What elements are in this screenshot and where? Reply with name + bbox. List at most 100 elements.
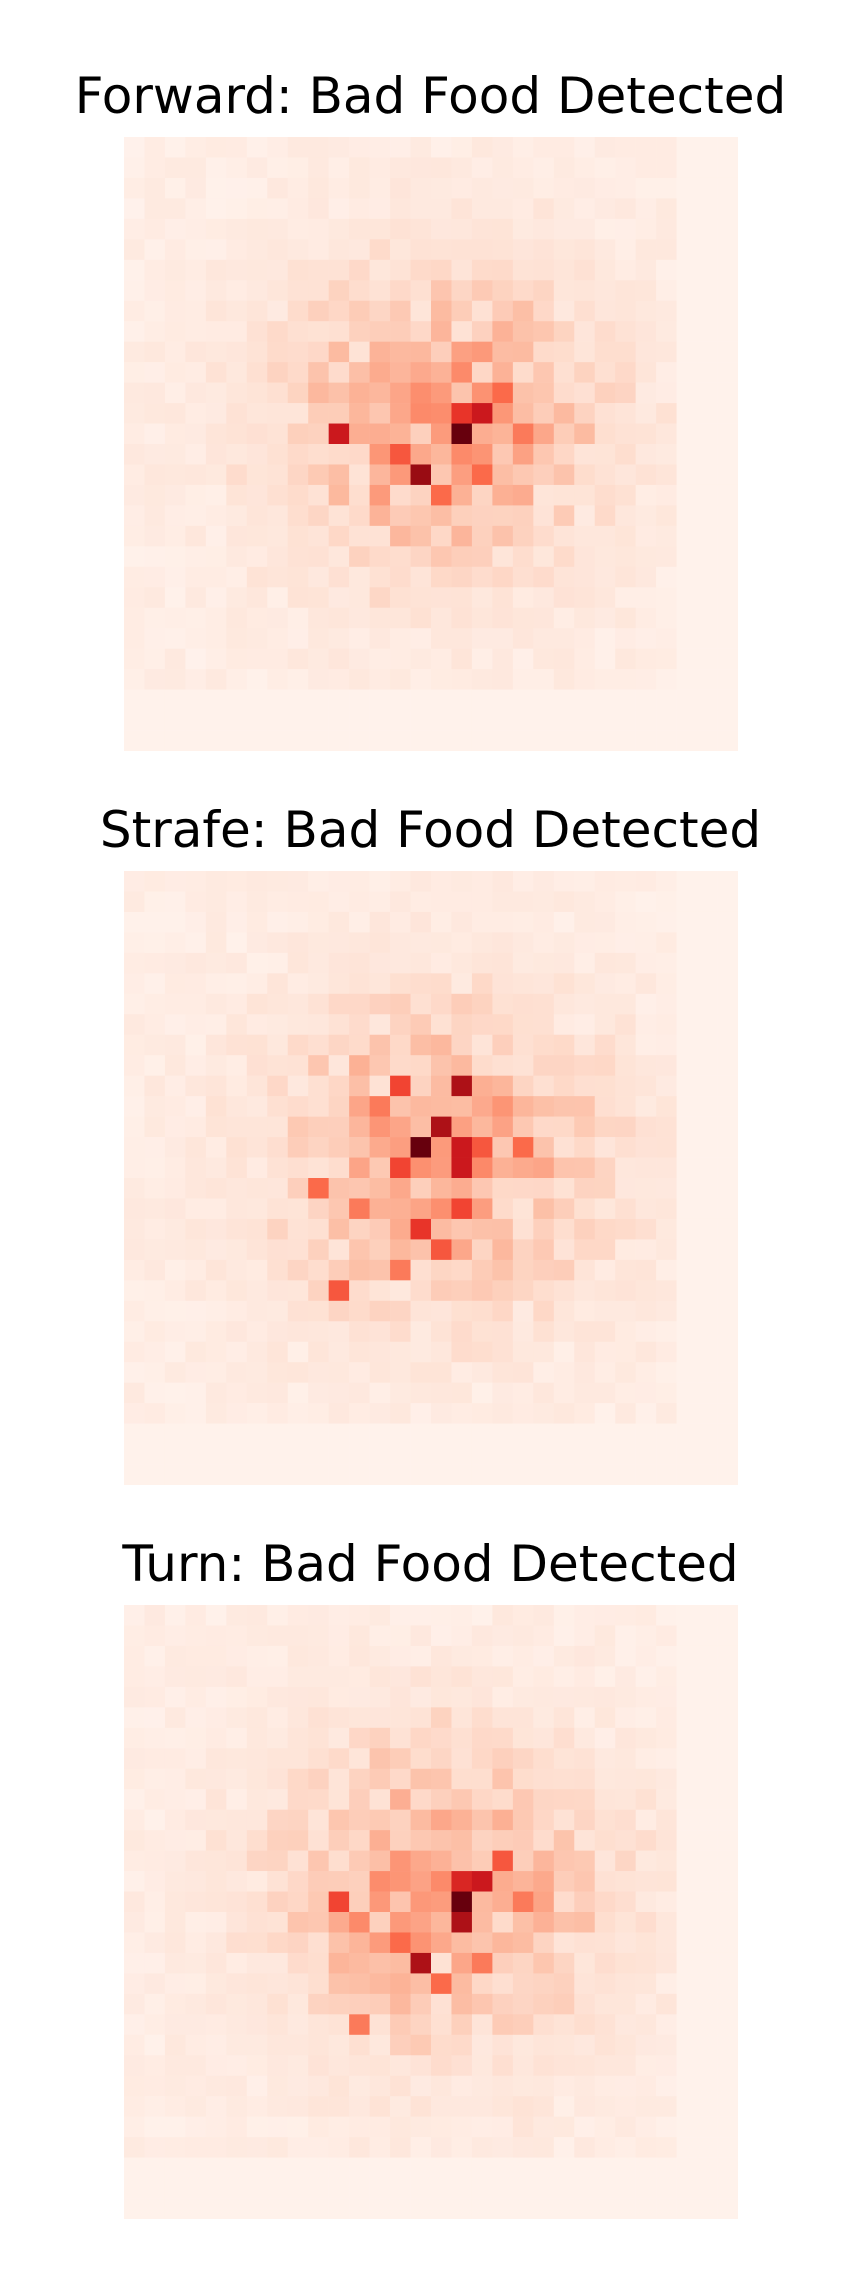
heatmap-cell xyxy=(492,321,514,342)
heatmap-cell xyxy=(676,587,698,609)
heatmap-cell xyxy=(431,871,452,892)
heatmap-cell xyxy=(471,1932,493,1954)
heatmap-cell xyxy=(717,137,738,158)
heatmap-cell xyxy=(676,2055,698,2077)
heatmap-cell xyxy=(205,403,227,424)
heatmap-cell xyxy=(328,362,350,383)
heatmap-cell xyxy=(226,2014,248,2036)
heatmap-cell xyxy=(164,1912,186,1933)
heatmap-cell xyxy=(431,1423,452,1445)
heatmap-cell xyxy=(328,2116,350,2138)
heatmap-cell xyxy=(287,1341,309,1363)
heatmap-cell xyxy=(697,628,718,649)
heatmap-cell xyxy=(471,1850,493,1872)
heatmap-cell xyxy=(328,546,350,568)
heatmap-cell xyxy=(676,1891,698,1913)
heatmap-cell xyxy=(656,444,677,465)
heatmap-cell xyxy=(594,1096,616,1117)
heatmap-cell xyxy=(697,1464,718,1485)
heatmap-cell xyxy=(676,1768,698,1790)
heatmap-cell xyxy=(369,1198,391,1220)
heatmap-cell xyxy=(676,177,698,199)
heatmap-cell xyxy=(431,952,452,974)
heatmap-cell xyxy=(574,300,596,322)
heatmap-cell xyxy=(390,1464,411,1485)
heatmap-cell xyxy=(594,2178,616,2199)
heatmap-cell xyxy=(553,218,575,240)
heatmap-cell xyxy=(267,2055,289,2077)
heatmap-cell xyxy=(656,871,677,892)
heatmap-cell xyxy=(635,218,657,240)
heatmap-cell xyxy=(492,1850,514,1872)
heatmap-cell xyxy=(492,932,514,954)
heatmap-cell xyxy=(185,669,207,690)
heatmap-cell xyxy=(287,1850,309,1872)
heatmap-cell xyxy=(656,464,677,486)
heatmap-cell xyxy=(697,648,718,670)
heatmap-cell xyxy=(697,1423,718,1445)
heatmap-cell xyxy=(390,1239,411,1261)
heatmap-cell xyxy=(369,1055,391,1076)
heatmap-cell xyxy=(369,177,391,199)
heatmap-cell xyxy=(410,669,432,690)
heatmap-cell xyxy=(451,2055,473,2077)
heatmap-cell xyxy=(512,218,534,240)
heatmap-cell xyxy=(185,362,207,383)
heatmap-cell xyxy=(717,1321,738,1343)
heatmap-cell xyxy=(656,911,677,933)
heatmap-cell xyxy=(287,1034,309,1056)
heatmap-cell xyxy=(410,1707,432,1729)
heatmap-cell xyxy=(594,1300,616,1322)
heatmap-cell xyxy=(676,648,698,670)
heatmap-cell xyxy=(451,1645,473,1667)
heatmap-cell xyxy=(594,1362,616,1383)
heatmap-cell xyxy=(185,1096,207,1117)
heatmap-cell xyxy=(615,1605,636,1626)
heatmap-cell xyxy=(615,2116,636,2138)
heatmap-cell xyxy=(328,341,350,363)
heatmap-cell xyxy=(431,1748,452,1770)
heatmap-cell xyxy=(164,1952,186,1974)
heatmap-cell xyxy=(533,1912,555,1933)
heatmap-cell xyxy=(574,218,596,240)
heatmap-cell xyxy=(553,1912,575,1933)
heatmap-cell xyxy=(553,1341,575,1363)
heatmap-cell xyxy=(349,2014,370,2036)
heatmap-cell xyxy=(615,525,636,547)
heatmap-cell xyxy=(594,2137,616,2158)
heatmap-cell xyxy=(205,2157,227,2179)
heatmap-cell xyxy=(164,218,186,240)
heatmap-cell xyxy=(697,1014,718,1036)
heatmap-cell xyxy=(390,932,411,954)
heatmap-cell xyxy=(410,2075,432,2097)
heatmap-cell xyxy=(164,1055,186,1076)
heatmap-cell xyxy=(615,1932,636,1954)
heatmap-cell xyxy=(431,1464,452,1485)
heatmap-cell xyxy=(656,137,677,158)
heatmap-cell xyxy=(124,1075,145,1097)
heatmap-cell xyxy=(574,444,596,465)
heatmap-cell xyxy=(144,1116,166,1138)
heatmap-cell xyxy=(431,1789,452,1810)
heatmap-cell xyxy=(267,1891,289,1913)
heatmap-cell xyxy=(635,871,657,892)
heatmap-cell xyxy=(410,1403,432,1424)
heatmap-cell xyxy=(697,2014,718,2036)
heatmap-cell xyxy=(185,1444,207,1465)
heatmap-cell xyxy=(308,1973,329,1995)
heatmap-cell xyxy=(594,525,616,547)
heatmap-cell xyxy=(164,341,186,363)
heatmap-cell xyxy=(451,648,473,670)
heatmap-cell xyxy=(471,1239,493,1261)
heatmap-cell xyxy=(492,1157,514,1179)
heatmap-cell xyxy=(512,1666,534,1688)
heatmap-cell xyxy=(124,1034,145,1056)
heatmap-cell xyxy=(164,932,186,954)
heatmap-cell xyxy=(533,2055,555,2077)
heatmap-cell xyxy=(308,952,329,974)
heatmap-cell xyxy=(328,1259,350,1281)
heatmap-cell xyxy=(656,177,677,199)
heatmap-cell xyxy=(492,137,514,158)
heatmap-cell xyxy=(615,1382,636,1404)
heatmap-cell xyxy=(164,1239,186,1261)
